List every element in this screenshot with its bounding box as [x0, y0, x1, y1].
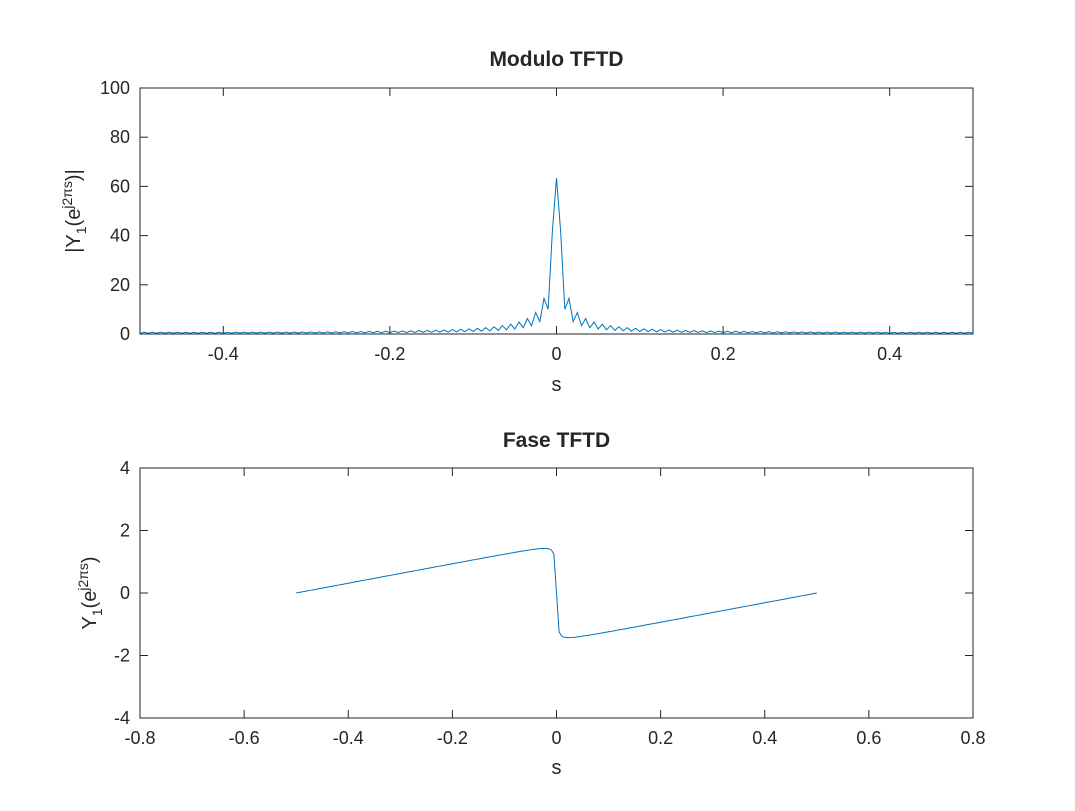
y-label-sup: j2πs: [59, 181, 75, 210]
y-label-pre: |Y: [63, 234, 85, 253]
y-tick-label-phase: 4: [120, 458, 130, 478]
x-tick-label-magnitude: 0.4: [877, 344, 902, 364]
x-tick-label-phase: 0.4: [752, 728, 777, 748]
y-tick-label-phase: -2: [114, 646, 130, 666]
x-tick-label-phase: -0.8: [124, 728, 155, 748]
y-label-post: )|: [63, 169, 85, 181]
x-axis-label-magnitude: s: [552, 374, 562, 396]
ticks-phase: -0.8 -0.6 -0.4 -0.2 0 0.2 0.4 0.6 0.8 -4 -2 0 2 4: [114, 458, 986, 748]
y-label-post: ): [79, 556, 101, 563]
series-line-phase: [296, 547, 817, 639]
x-tick-label-phase: -0.2: [437, 728, 468, 748]
y-tick-label-phase: -4: [114, 708, 130, 728]
chart-title-phase: Fase TFTD: [503, 429, 610, 452]
y-label-mid: (e: [79, 591, 101, 609]
plot-area-phase: [296, 547, 817, 639]
y-tick-label-magnitude: 40: [110, 226, 130, 246]
x-tick-label-phase: 0.8: [960, 728, 985, 748]
x-tick-label-magnitude: -0.2: [374, 344, 405, 364]
axes-frame-magnitude: [139, 87, 974, 335]
x-tick-label-magnitude: -0.4: [208, 344, 239, 364]
y-tick-label-phase: 0: [120, 583, 130, 603]
y-tick-label-magnitude: 80: [110, 127, 130, 147]
plot-area-magnitude: [139, 178, 974, 334]
y-label-sup: j2πs: [75, 563, 91, 592]
x-axis-label-phase: s: [552, 757, 562, 779]
x-tick-label-phase: 0: [551, 728, 561, 748]
x-tick-label-magnitude: 0.2: [711, 344, 736, 364]
y-tick-label-magnitude: 0: [120, 324, 130, 344]
subplot-phase: Fase TFTD s Y1(ej2πs) -0.8 -0.6 -0.4 -0.2 0 0…: [75, 429, 986, 779]
subplot-magnitude: Modulo TFTD s |Y1(ej2πs)| -0.4 -0.2 0 0.2 0.…: [59, 48, 974, 396]
x-tick-label-phase: 0.6: [856, 728, 881, 748]
y-label-sub: 1: [89, 608, 105, 616]
series-line-magnitude: [139, 178, 974, 334]
x-tick-label-magnitude: 0: [551, 344, 561, 364]
x-tick-label-phase: 0.2: [648, 728, 673, 748]
chart-title-magnitude: Modulo TFTD: [489, 48, 623, 71]
ticks-magnitude: -0.4 -0.2 0 0.2 0.4 0 20 40 60 80 100: [100, 78, 973, 364]
y-tick-label-magnitude: 60: [110, 176, 130, 196]
y-tick-label-magnitude: 20: [110, 275, 130, 295]
x-tick-label-phase: -0.4: [333, 728, 364, 748]
y-axis-label-phase: Y1(ej2πs): [75, 556, 105, 629]
x-tick-label-phase: -0.6: [229, 728, 260, 748]
y-tick-label-phase: 2: [120, 521, 130, 541]
y-axis-label-magnitude: |Y1(ej2πs)|: [59, 169, 89, 253]
y-label-sub: 1: [73, 226, 89, 234]
y-label-pre: Y: [79, 616, 101, 629]
y-label-mid: (e: [63, 209, 85, 227]
y-tick-label-magnitude: 100: [100, 78, 130, 98]
